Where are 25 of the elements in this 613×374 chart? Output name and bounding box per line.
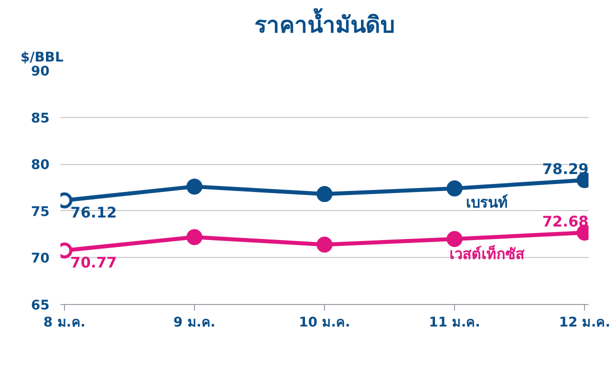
point xyxy=(446,230,463,247)
x-tick-label: 11 ม.ค. xyxy=(428,316,480,330)
data-label: 70.77 xyxy=(70,254,117,272)
y-tick-label: 80 xyxy=(30,158,50,174)
chart-title: ราคาน้ำมันดิบ xyxy=(254,8,394,38)
x-tick-label: 8 ม.ค. xyxy=(43,316,86,330)
series-label: เวสต์เท็กซัส xyxy=(450,244,525,263)
y-tick-label: 65 xyxy=(30,298,50,314)
x-tick-label: 9 ม.ค. xyxy=(173,316,216,330)
point xyxy=(316,186,332,202)
y-axis-title: $/BBL xyxy=(20,50,64,66)
data-label: 78.29 xyxy=(542,161,589,178)
y-tick-label: 70 xyxy=(30,252,50,267)
point xyxy=(446,180,463,196)
y-tick-label: 75 xyxy=(30,204,50,220)
data-label: 76.12 xyxy=(70,204,117,222)
data-label: 72.68 xyxy=(542,214,589,231)
y-tick-label: 90 xyxy=(30,64,50,80)
point xyxy=(186,229,202,246)
point xyxy=(316,236,332,253)
x-tick-label: 10 ม.ค. xyxy=(298,316,350,330)
y-tick-label: 85 xyxy=(30,111,50,126)
series-label: เบรนท์ xyxy=(466,193,508,212)
point xyxy=(186,178,202,195)
x-tick-label: 12 ม.ค. xyxy=(558,316,610,330)
